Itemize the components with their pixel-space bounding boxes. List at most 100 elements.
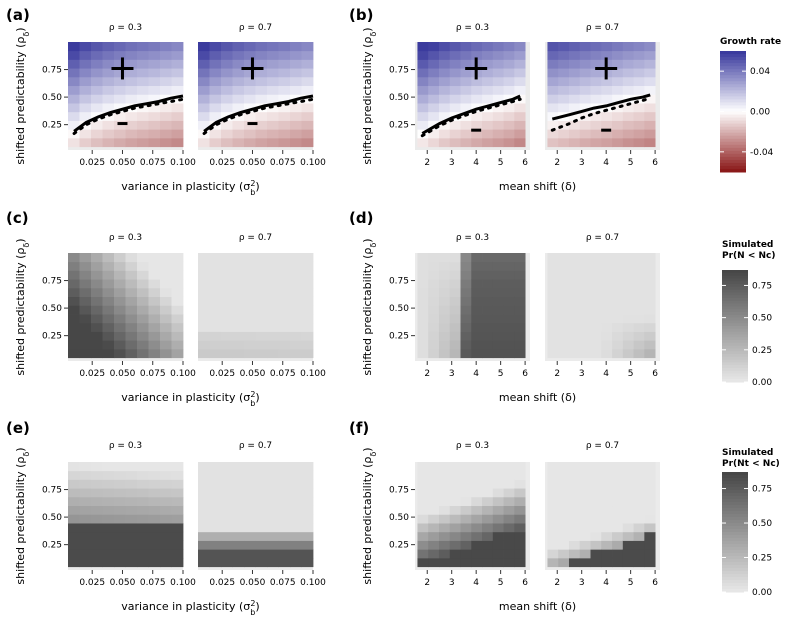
heat-cell (209, 296, 222, 306)
x-tick-label: 0.025 (79, 369, 105, 379)
x-tick-label: 2 (424, 369, 430, 379)
heat-cell (438, 488, 451, 498)
heat-cell (449, 549, 461, 559)
heat-cell (171, 50, 184, 60)
heat-cell (209, 470, 222, 480)
heat-cell (255, 496, 268, 507)
heat-cell (160, 514, 172, 524)
heat-cell (417, 59, 429, 69)
heat-cell (68, 270, 80, 280)
heat-cell (579, 68, 591, 78)
heat-cell (622, 59, 634, 69)
heat-cell (232, 129, 245, 139)
heat-cell (68, 488, 80, 498)
heat-cell (633, 50, 645, 60)
heat-cell (568, 85, 581, 95)
heat-cell (209, 462, 222, 472)
heat-cell (633, 68, 645, 78)
heat-cell (171, 314, 184, 324)
heat-cell (301, 111, 314, 121)
heat-cell (622, 68, 634, 78)
heat-cell (160, 137, 172, 148)
heat-cell (503, 331, 515, 341)
legend-colorbar-step (720, 138, 746, 143)
y-tick-label: 0.25 (42, 332, 62, 342)
x-tick-label: 6 (652, 578, 658, 588)
heat-cell (255, 549, 268, 559)
heat-cell (301, 496, 314, 507)
heat-cell (290, 279, 302, 289)
heat-cell (221, 261, 233, 271)
heat-cell (68, 50, 80, 60)
panel-e: (e)shifted predictability (ρδ)variance i… (6, 419, 326, 617)
legend-tick-label: 0.00 (752, 588, 772, 598)
legend-colorbar-step (720, 72, 746, 76)
heat-cell (449, 76, 461, 87)
heat-cell (471, 129, 483, 139)
panel-f: (f)shifted predictability (ρδ)mean shift… (349, 419, 660, 613)
heat-cell (171, 68, 184, 78)
legend-colorbar-step (722, 270, 748, 274)
heat-cell (492, 470, 504, 480)
heat-cell (622, 296, 634, 306)
heat-cell (428, 488, 440, 498)
heat-cell (209, 59, 222, 69)
heat-cell (255, 348, 268, 359)
heat-cell (612, 94, 624, 104)
heat-cell (449, 462, 461, 472)
heat-cell (492, 322, 504, 332)
heat-cell (633, 85, 645, 95)
heat-cell (278, 279, 291, 289)
heat-cell (471, 505, 483, 515)
heat-cell (209, 253, 222, 263)
heat-cell (590, 287, 602, 298)
heat-cell (547, 322, 559, 332)
heat-cell (267, 488, 279, 498)
x-tick-label: 0.025 (209, 369, 235, 379)
boundary-line-simulated (72, 97, 185, 135)
heat-cell (601, 479, 613, 489)
heat-cell (160, 322, 172, 332)
heat-cell (221, 270, 233, 280)
heat-cell (417, 331, 429, 341)
heat-cell (198, 42, 210, 52)
facet-strip-label: ρ = 0.3 (109, 233, 142, 243)
legend-colorbar-step (722, 556, 748, 560)
x-tick-label: 3 (449, 578, 455, 588)
heat-cell (290, 129, 302, 139)
heat-cell (644, 488, 656, 498)
heat-cell (278, 348, 291, 359)
heat-cell (492, 76, 504, 87)
heat-cell (221, 540, 233, 550)
heat-cell (449, 488, 461, 498)
heat-cell (460, 314, 472, 324)
heat-cell (579, 137, 591, 148)
heat-cell (301, 322, 314, 332)
legend-colorbar-step (722, 342, 748, 347)
heat-cell (232, 270, 245, 280)
heat-cell (612, 261, 624, 271)
heat-cell (148, 340, 161, 350)
heat-cell (290, 462, 302, 472)
heat-cell (428, 50, 440, 60)
legend-colorbar-step (722, 472, 748, 476)
y-axis-title: shifted predictability (ρδ) (361, 27, 378, 164)
heat-cell (125, 348, 138, 359)
heat-cell (232, 305, 245, 315)
heat-cell (160, 557, 172, 568)
y-axis-subscript: δ (369, 32, 378, 37)
heat-cell (644, 50, 656, 60)
heat-cell (91, 462, 103, 472)
heat-cell (579, 348, 591, 359)
heat-cell (417, 462, 429, 472)
heat-cell (221, 120, 233, 130)
legend-title: Pr(N < Nc) (722, 251, 775, 261)
heat-cell (482, 85, 494, 95)
heat-cell (644, 462, 656, 472)
heat-cell (612, 120, 624, 130)
heat-cell (171, 479, 184, 489)
heat-cell (255, 305, 268, 315)
heat-cell (301, 68, 314, 78)
heat-cell (503, 340, 515, 350)
